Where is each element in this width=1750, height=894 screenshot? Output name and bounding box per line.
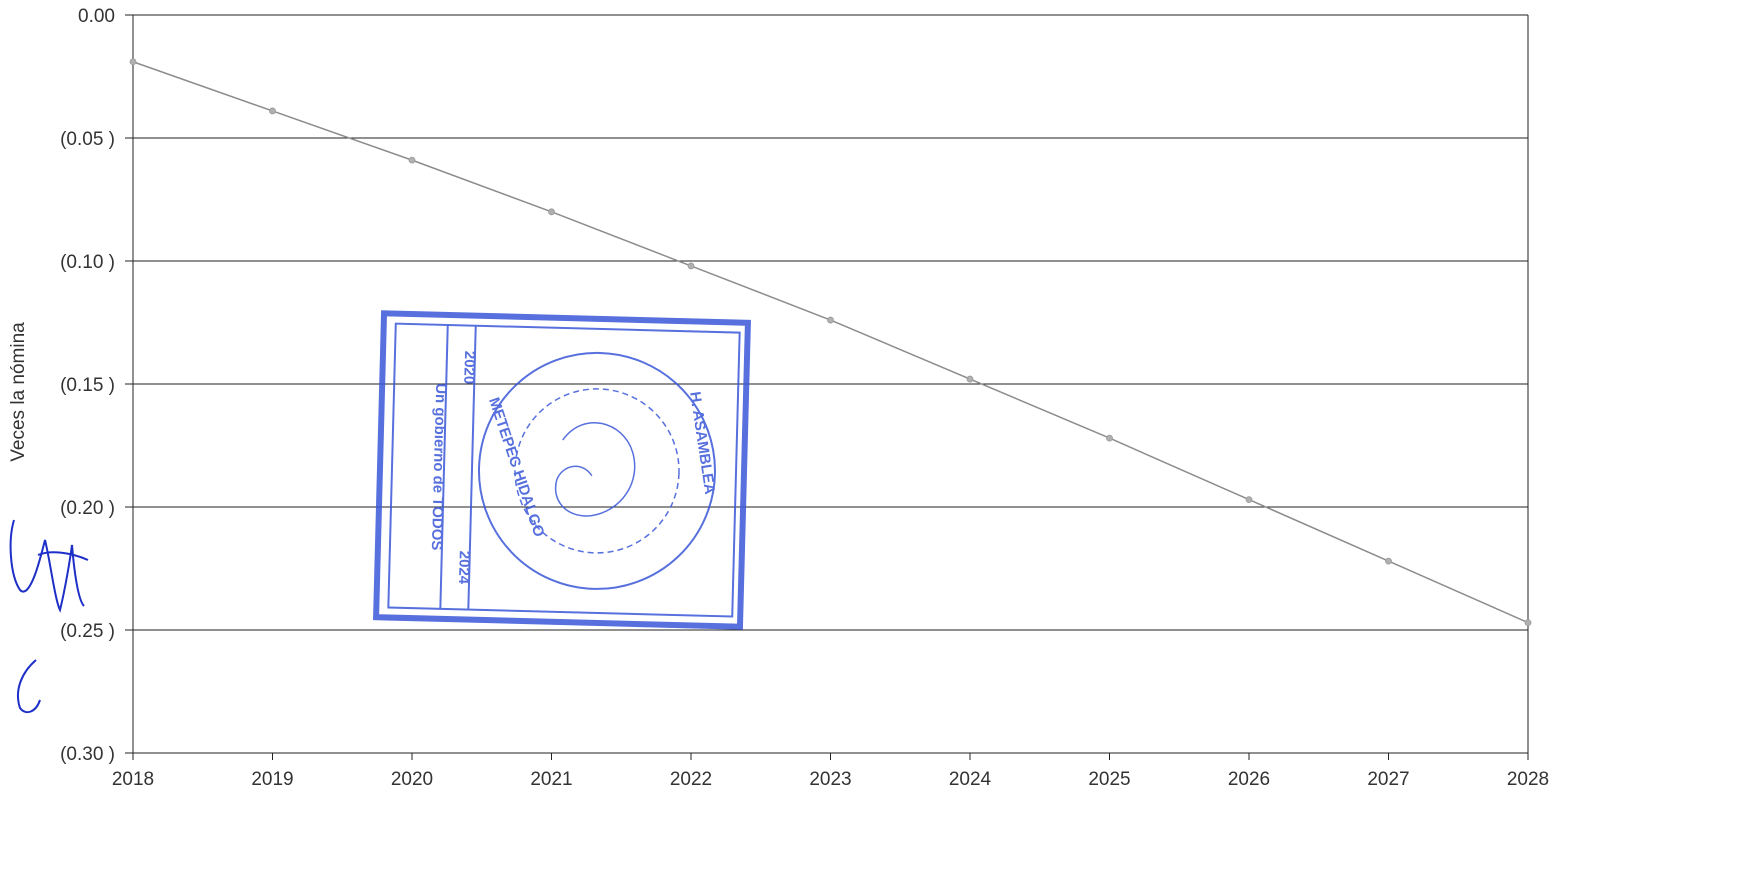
x-tick-label: 2018 (112, 769, 154, 790)
stamp-seal-circle (477, 351, 716, 590)
x-tick-label: 2026 (1228, 769, 1270, 790)
y-tick-label: (0.20 ) (60, 498, 115, 519)
stamp-inner-frame (387, 322, 741, 618)
data-point (1245, 496, 1253, 504)
stamp-emblem (554, 422, 636, 517)
y-tick-label: (0.25 ) (60, 621, 115, 642)
x-tick-label: 2024 (949, 769, 992, 790)
data-point (1385, 557, 1392, 565)
stamp-divider-1 (439, 324, 449, 609)
series-line (132, 61, 1529, 624)
y-tick-label: (0.05 ) (60, 129, 115, 150)
y-tick-label: 0.00 (78, 6, 115, 27)
data-point (408, 156, 416, 164)
series-layer (129, 58, 1532, 627)
stamp-text-years-top: 2020 (460, 351, 478, 385)
x-tick-label: 2027 (1367, 769, 1409, 790)
x-tick-label: 2022 (670, 769, 712, 790)
x-tick-label: 2019 (251, 769, 293, 790)
axis-layer (125, 14, 1529, 760)
stamp-text-years-bottom: 2024 (455, 551, 473, 585)
signature (9, 519, 89, 714)
x-tick-labels: 2018 2019 2020 2021 2022 2023 2024 2025 2026 2027… (112, 769, 1549, 790)
data-point (1524, 619, 1532, 627)
data-point (966, 375, 974, 383)
x-tick-label: 2025 (1088, 769, 1130, 790)
y-tick-label: (0.30 ) (60, 744, 115, 765)
y-tick-label: (0.15 ) (60, 375, 115, 396)
data-point (269, 107, 276, 115)
data-point (687, 262, 695, 270)
data-point (827, 316, 834, 324)
data-point (548, 208, 555, 216)
data-point (1106, 434, 1113, 442)
stamp-text-left: Un gobierno de TODOS (428, 383, 449, 551)
stamp-outer-frame (373, 310, 751, 630)
y-tick-label: (0.10 ) (60, 252, 115, 273)
stamp-divider-2 (467, 325, 477, 610)
x-tick-label: 2021 (530, 769, 572, 790)
stamp-text-arc-left: METEPEC HIDALGO (485, 395, 548, 539)
y-axis-title: Veces la nómina (8, 322, 29, 462)
y-tick-labels: 0.00 (0.05 ) (0.10 ) (0.15 ) (0.20 ) (0.25 ) (… (60, 6, 115, 765)
grid-layer (133, 137, 1528, 631)
x-tick-label: 2023 (809, 769, 851, 790)
data-point (129, 58, 137, 66)
stamp-text-arc-right: H. ASAMBLEA (686, 390, 718, 495)
x-tick-label: 2020 (391, 769, 433, 790)
stamp: Un gobierno de TODOS 2020 2024 METEPEC H… (373, 310, 751, 630)
x-tick-label: 2028 (1507, 769, 1549, 790)
stamp-seal-inner (514, 388, 680, 554)
